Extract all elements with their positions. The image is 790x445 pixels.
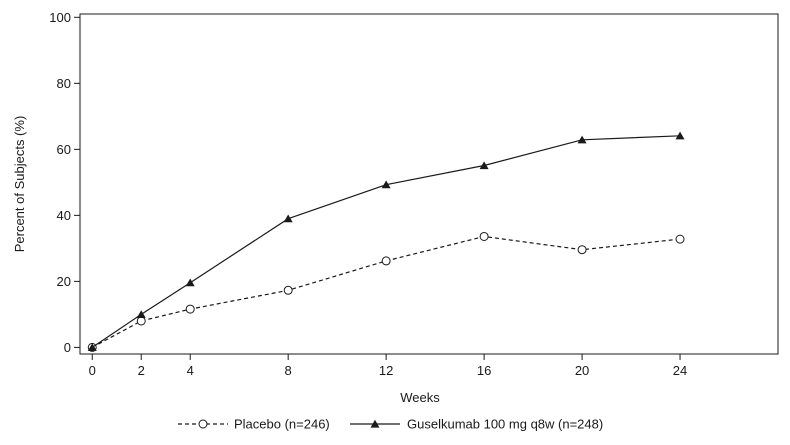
- data-point-guselkumab: [479, 161, 489, 170]
- y-tick-label: 60: [57, 142, 71, 157]
- legend-marker-placebo: [198, 419, 208, 429]
- data-point-placebo: [185, 304, 195, 314]
- data-point-placebo: [577, 245, 587, 255]
- legend: Placebo (n=246) Guselkumab 100 mg q8w (n…: [178, 417, 603, 432]
- x-tick-label: 16: [477, 363, 491, 378]
- legend-label-placebo: Placebo (n=246): [234, 417, 330, 432]
- x-tick-label: 0: [89, 363, 96, 378]
- data-point-placebo: [283, 285, 293, 295]
- data-point-guselkumab: [136, 310, 146, 318]
- legend-marker-guselkumab: [370, 419, 380, 428]
- y-tick-label: 0: [64, 340, 71, 355]
- legend-label-guselkumab: Guselkumab 100 mg q8w (n=248): [407, 417, 603, 432]
- y-tick-label: 20: [57, 274, 71, 289]
- x-tick-label: 12: [379, 363, 393, 378]
- data-point-placebo: [479, 231, 489, 241]
- data-point-guselkumab: [87, 343, 97, 351]
- data-point-placebo: [381, 256, 391, 266]
- data-point-guselkumab: [675, 131, 685, 140]
- y-tick-label: 100: [49, 10, 71, 25]
- x-tick-label: 20: [575, 363, 589, 378]
- series-layer: [87, 131, 685, 352]
- x-tick-label: 4: [187, 363, 194, 378]
- series-line-1: [91, 135, 681, 348]
- x-tick-label: 24: [673, 363, 687, 378]
- data-point-placebo: [675, 234, 685, 244]
- data-point-guselkumab: [577, 135, 587, 144]
- y-tick-label: 80: [57, 76, 71, 91]
- series-line-0: [91, 235, 681, 348]
- data-point-placebo: [136, 316, 146, 326]
- x-tick-label: 2: [138, 363, 145, 378]
- plot-frame: [79, 13, 779, 355]
- y-axis: 0 20 40 60 80 100: [49, 10, 80, 355]
- data-point-guselkumab: [381, 180, 391, 189]
- legend-item-guselkumab: Guselkumab 100 mg q8w (n=248): [350, 417, 603, 432]
- y-axis-title: Percent of Subjects (%): [12, 116, 27, 253]
- x-tick-label: 8: [285, 363, 292, 378]
- y-tick-label: 40: [57, 208, 71, 223]
- data-point-guselkumab: [283, 214, 293, 223]
- legend-item-placebo: Placebo (n=246): [178, 417, 330, 432]
- x-axis-title: Weeks: [400, 390, 440, 405]
- data-point-guselkumab: [185, 278, 195, 287]
- x-axis: 0 2 4 8 12 16 20 24: [89, 354, 687, 378]
